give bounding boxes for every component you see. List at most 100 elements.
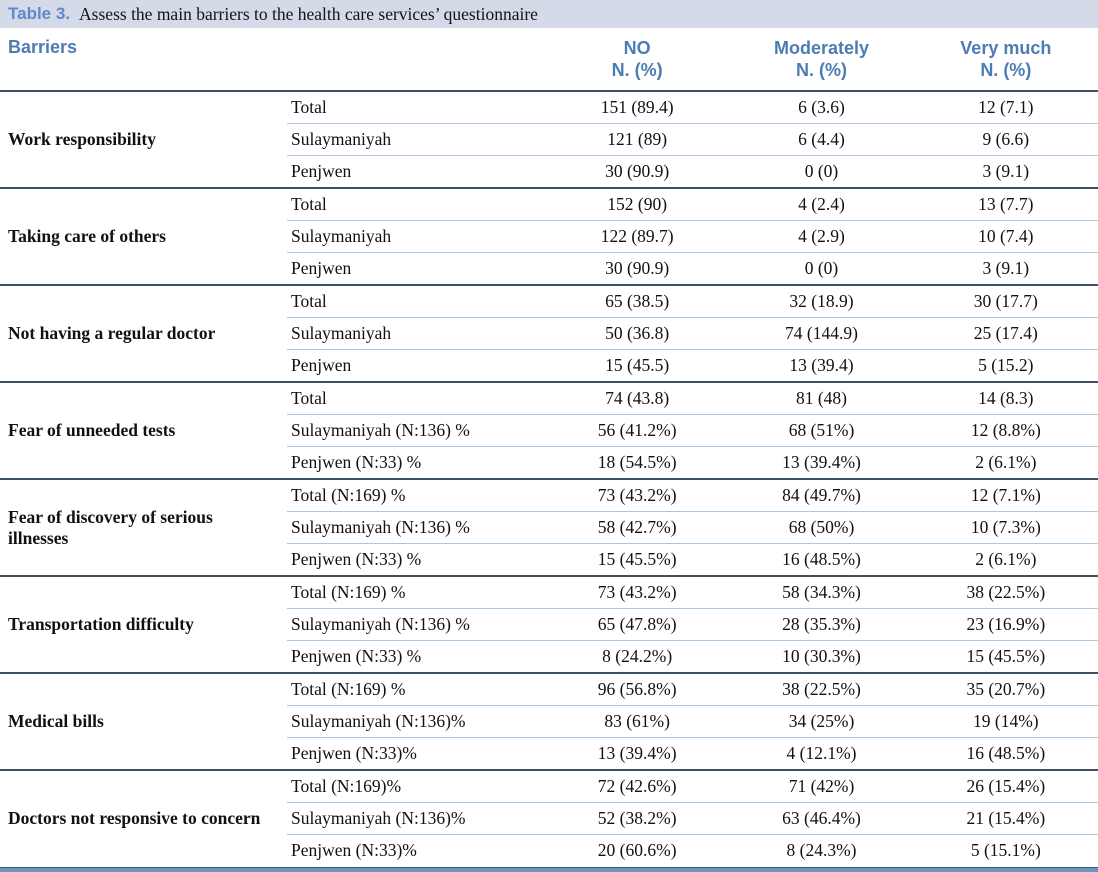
barrier-rows: Total 151 (89.4) 6 (3.6) 12 (7.1) Sulaymaniy… [287,92,1098,187]
subgroup-label: Penjwen [291,355,352,375]
value-no: 30 (90.9) [605,161,670,181]
value-very-much: 3 (9.1) [982,161,1030,181]
table-row: Sulaymaniyah (N:136) % 56 (41.2%) 68 (51%)… [287,414,1098,446]
barrier-rows: Total (N:169) % 96 (56.8%) 38 (22.5%) 35 (2… [287,674,1098,769]
table-row: Total (N:169) % 73 (43.2%) 58 (34.3%) 38 (2… [287,577,1098,608]
table-row: Sulaymaniyah 121 (89) 6 (4.4) 9 (6.6) [287,123,1098,155]
barrier-rows: Total (N:169) % 73 (43.2%) 58 (34.3%) 38 (2… [287,577,1098,672]
value-very-much: 12 (7.1%) [970,485,1041,505]
barrier-rows: Total 152 (90) 4 (2.4) 13 (7.7) Sulaymaniyah… [287,189,1098,284]
barrier-group: Work responsibility Total 151 (89.4) 6 (3.6… [0,92,1098,187]
value-moderately: 8 (24.3%) [786,840,857,860]
table-row: Sulaymaniyah (N:136) % 65 (47.8%) 28 (35.3… [287,608,1098,640]
column-header-moderately-line1: Moderately [773,37,869,58]
table-row: Penjwen (N:33) % 15 (45.5%) 16 (48.5%) 2 (6… [287,543,1098,575]
barrier-name: Medical bills [8,711,104,732]
value-no: 58 (42.7%) [597,517,677,537]
value-no: 73 (43.2%) [597,582,677,602]
subgroup-label: Total [291,291,327,311]
value-no: 56 (41.2%) [597,420,677,440]
column-header-moderately: Moderately N. (%) [729,28,913,90]
value-no: 151 (89.4) [600,97,674,117]
barrier-group: Not having a regular doctor Total 65 (38.5… [0,284,1098,381]
barrier-group: Medical bills Total (N:169) % 96 (56.8%) 38… [0,672,1098,769]
column-header-no-line1: NO [623,37,651,58]
barrier-name: Fear of discovery of serious illnesses [8,506,213,548]
table-row: Penjwen (N:33)% 13 (39.4%) 4 (12.1%) 16 (48… [287,737,1098,769]
subgroup-label: Sulaymaniyah [291,323,392,343]
value-no: 83 (61%) [604,711,670,731]
value-no: 13 (39.4%) [597,743,677,763]
subgroup-label: Sulaymaniyah [291,129,392,149]
table-header-row: Barriers NO N. (%) Moderately N. (%) Ver… [0,28,1098,92]
table-caption-label: Table 3. [8,4,71,23]
table-row: Total (N:169) % 96 (56.8%) 38 (22.5%) 35 (2… [287,674,1098,705]
value-moderately: 68 (50%) [788,517,855,537]
value-moderately: 6 (3.6) [798,97,845,117]
value-very-much: 15 (45.5%) [966,646,1046,666]
subgroup-label: Total [291,97,327,117]
value-no: 74 (43.8) [605,388,670,408]
column-header-very-much: Very much N. (%) [914,28,1098,90]
table-row: Sulaymaniyah 50 (36.8) 74 (144.9) 25 (17.4) [287,317,1098,349]
value-very-much: 35 (20.7%) [966,679,1046,699]
table-row: Sulaymaniyah (N:136) % 58 (42.7%) 68 (50%)… [287,511,1098,543]
subgroup-label: Penjwen (N:33)% [291,743,417,763]
barrier-group: Fear of discovery of serious illnesses To… [0,478,1098,575]
barrier-name: Transportation difficulty [8,614,194,635]
barrier-group: Doctors not responsive to concern Total (… [0,769,1098,866]
subgroup-label: Penjwen [291,161,352,181]
table-row: Total 152 (90) 4 (2.4) 13 (7.7) [287,189,1098,220]
subgroup-label: Total (N:169) % [291,485,406,505]
subgroup-label: Penjwen (N:33) % [291,452,422,472]
table-row: Penjwen 30 (90.9) 0 (0) 3 (9.1) [287,155,1098,187]
subgroup-label: Penjwen [291,258,352,278]
subgroup-label: Sulaymaniyah (N:136) % [291,614,470,634]
barrier-name: Work responsibility [8,129,156,150]
subgroup-label: Total [291,388,327,408]
value-no: 73 (43.2%) [597,485,677,505]
column-header-no: NO N. (%) [545,28,729,90]
value-moderately: 4 (2.4) [798,194,845,214]
table-bottom-rule [0,867,1098,872]
value-no: 121 (89) [607,129,668,149]
value-moderately: 16 (48.5%) [782,549,861,569]
value-very-much: 19 (14%) [973,711,1039,731]
subgroup-label: Sulaymaniyah (N:136) % [291,517,470,537]
value-moderately: 10 (30.3%) [782,646,861,666]
value-moderately: 71 (42%) [788,776,855,796]
value-moderately: 81 (48) [795,388,847,408]
barrier-name: Taking care of others [8,226,166,247]
value-very-much: 3 (9.1) [982,258,1030,278]
value-very-much: 25 (17.4) [973,323,1038,343]
value-very-much: 12 (7.1) [978,97,1034,117]
table-row: Total (N:169)% 72 (42.6%) 71 (42%) 26 (15.4… [287,771,1098,802]
value-very-much: 16 (48.5%) [966,743,1046,763]
value-moderately: 32 (18.9) [789,291,854,311]
value-very-much: 5 (15.2) [978,355,1034,375]
value-no: 122 (89.7) [600,226,674,246]
subgroup-label: Total (N:169) % [291,582,406,602]
column-header-very-much-line1: Very much [960,37,1052,58]
value-very-much: 13 (7.7) [978,194,1034,214]
barrier-name: Not having a regular doctor [8,323,216,344]
table-row: Penjwen 30 (90.9) 0 (0) 3 (9.1) [287,252,1098,284]
barrier-group: Transportation difficulty Total (N:169) %… [0,575,1098,672]
value-moderately: 4 (12.1%) [786,743,857,763]
value-no: 52 (38.2%) [597,808,677,828]
value-very-much: 10 (7.3%) [970,517,1041,537]
value-moderately: 0 (0) [804,258,839,278]
value-no: 15 (45.5%) [597,549,677,569]
table-row: Total 151 (89.4) 6 (3.6) 12 (7.1) [287,92,1098,123]
subgroup-label: Sulaymaniyah (N:136)% [291,808,466,828]
value-very-much: 38 (22.5%) [966,582,1046,602]
barrier-rows: Total (N:169) % 73 (43.2%) 84 (49.7%) 12 (7… [287,480,1098,575]
table-caption-text: Assess the main barriers to the health c… [79,3,538,24]
value-moderately: 58 (34.3%) [782,582,861,602]
value-no: 96 (56.8%) [597,679,677,699]
value-very-much: 14 (8.3) [978,388,1034,408]
barrier-name: Fear of unneeded tests [8,420,176,441]
table-body: Work responsibility Total 151 (89.4) 6 (3.6… [0,92,1098,866]
table-row: Penjwen (N:33) % 8 (24.2%) 10 (30.3%) 15 (4… [287,640,1098,672]
value-moderately: 63 (46.4%) [782,808,861,828]
